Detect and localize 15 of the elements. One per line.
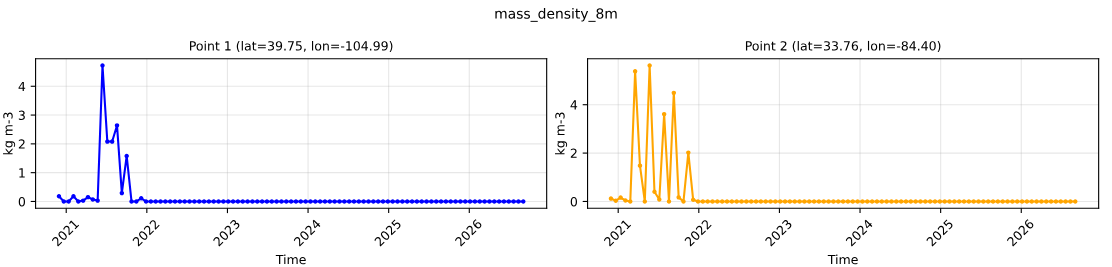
y-tick-label: 3 — [18, 110, 25, 120]
y-tick-label: 1 — [19, 168, 25, 178]
x-axis-title: Time — [827, 254, 858, 265]
y-tick-label: 2 — [570, 148, 577, 158]
chart-title: Point 2 (lat=33.76, lon=-84.40) — [745, 40, 941, 53]
y-axis-title: kg m-3 — [3, 112, 16, 155]
y-tick-label: 0 — [570, 196, 578, 207]
y-tick-label: 4 — [18, 81, 26, 92]
chart-title: Point 1 (lat=39.75, lon=-104.99) — [190, 40, 393, 53]
y-axis-title: kg m-3 — [555, 112, 568, 155]
text: mass_density_8m — [495, 8, 617, 22]
y-tick-label: 2 — [18, 139, 25, 149]
y-tick-label: 4 — [570, 100, 578, 110]
x-axis-title: Time — [275, 254, 306, 265]
y-tick-label: 0 — [18, 196, 26, 207]
